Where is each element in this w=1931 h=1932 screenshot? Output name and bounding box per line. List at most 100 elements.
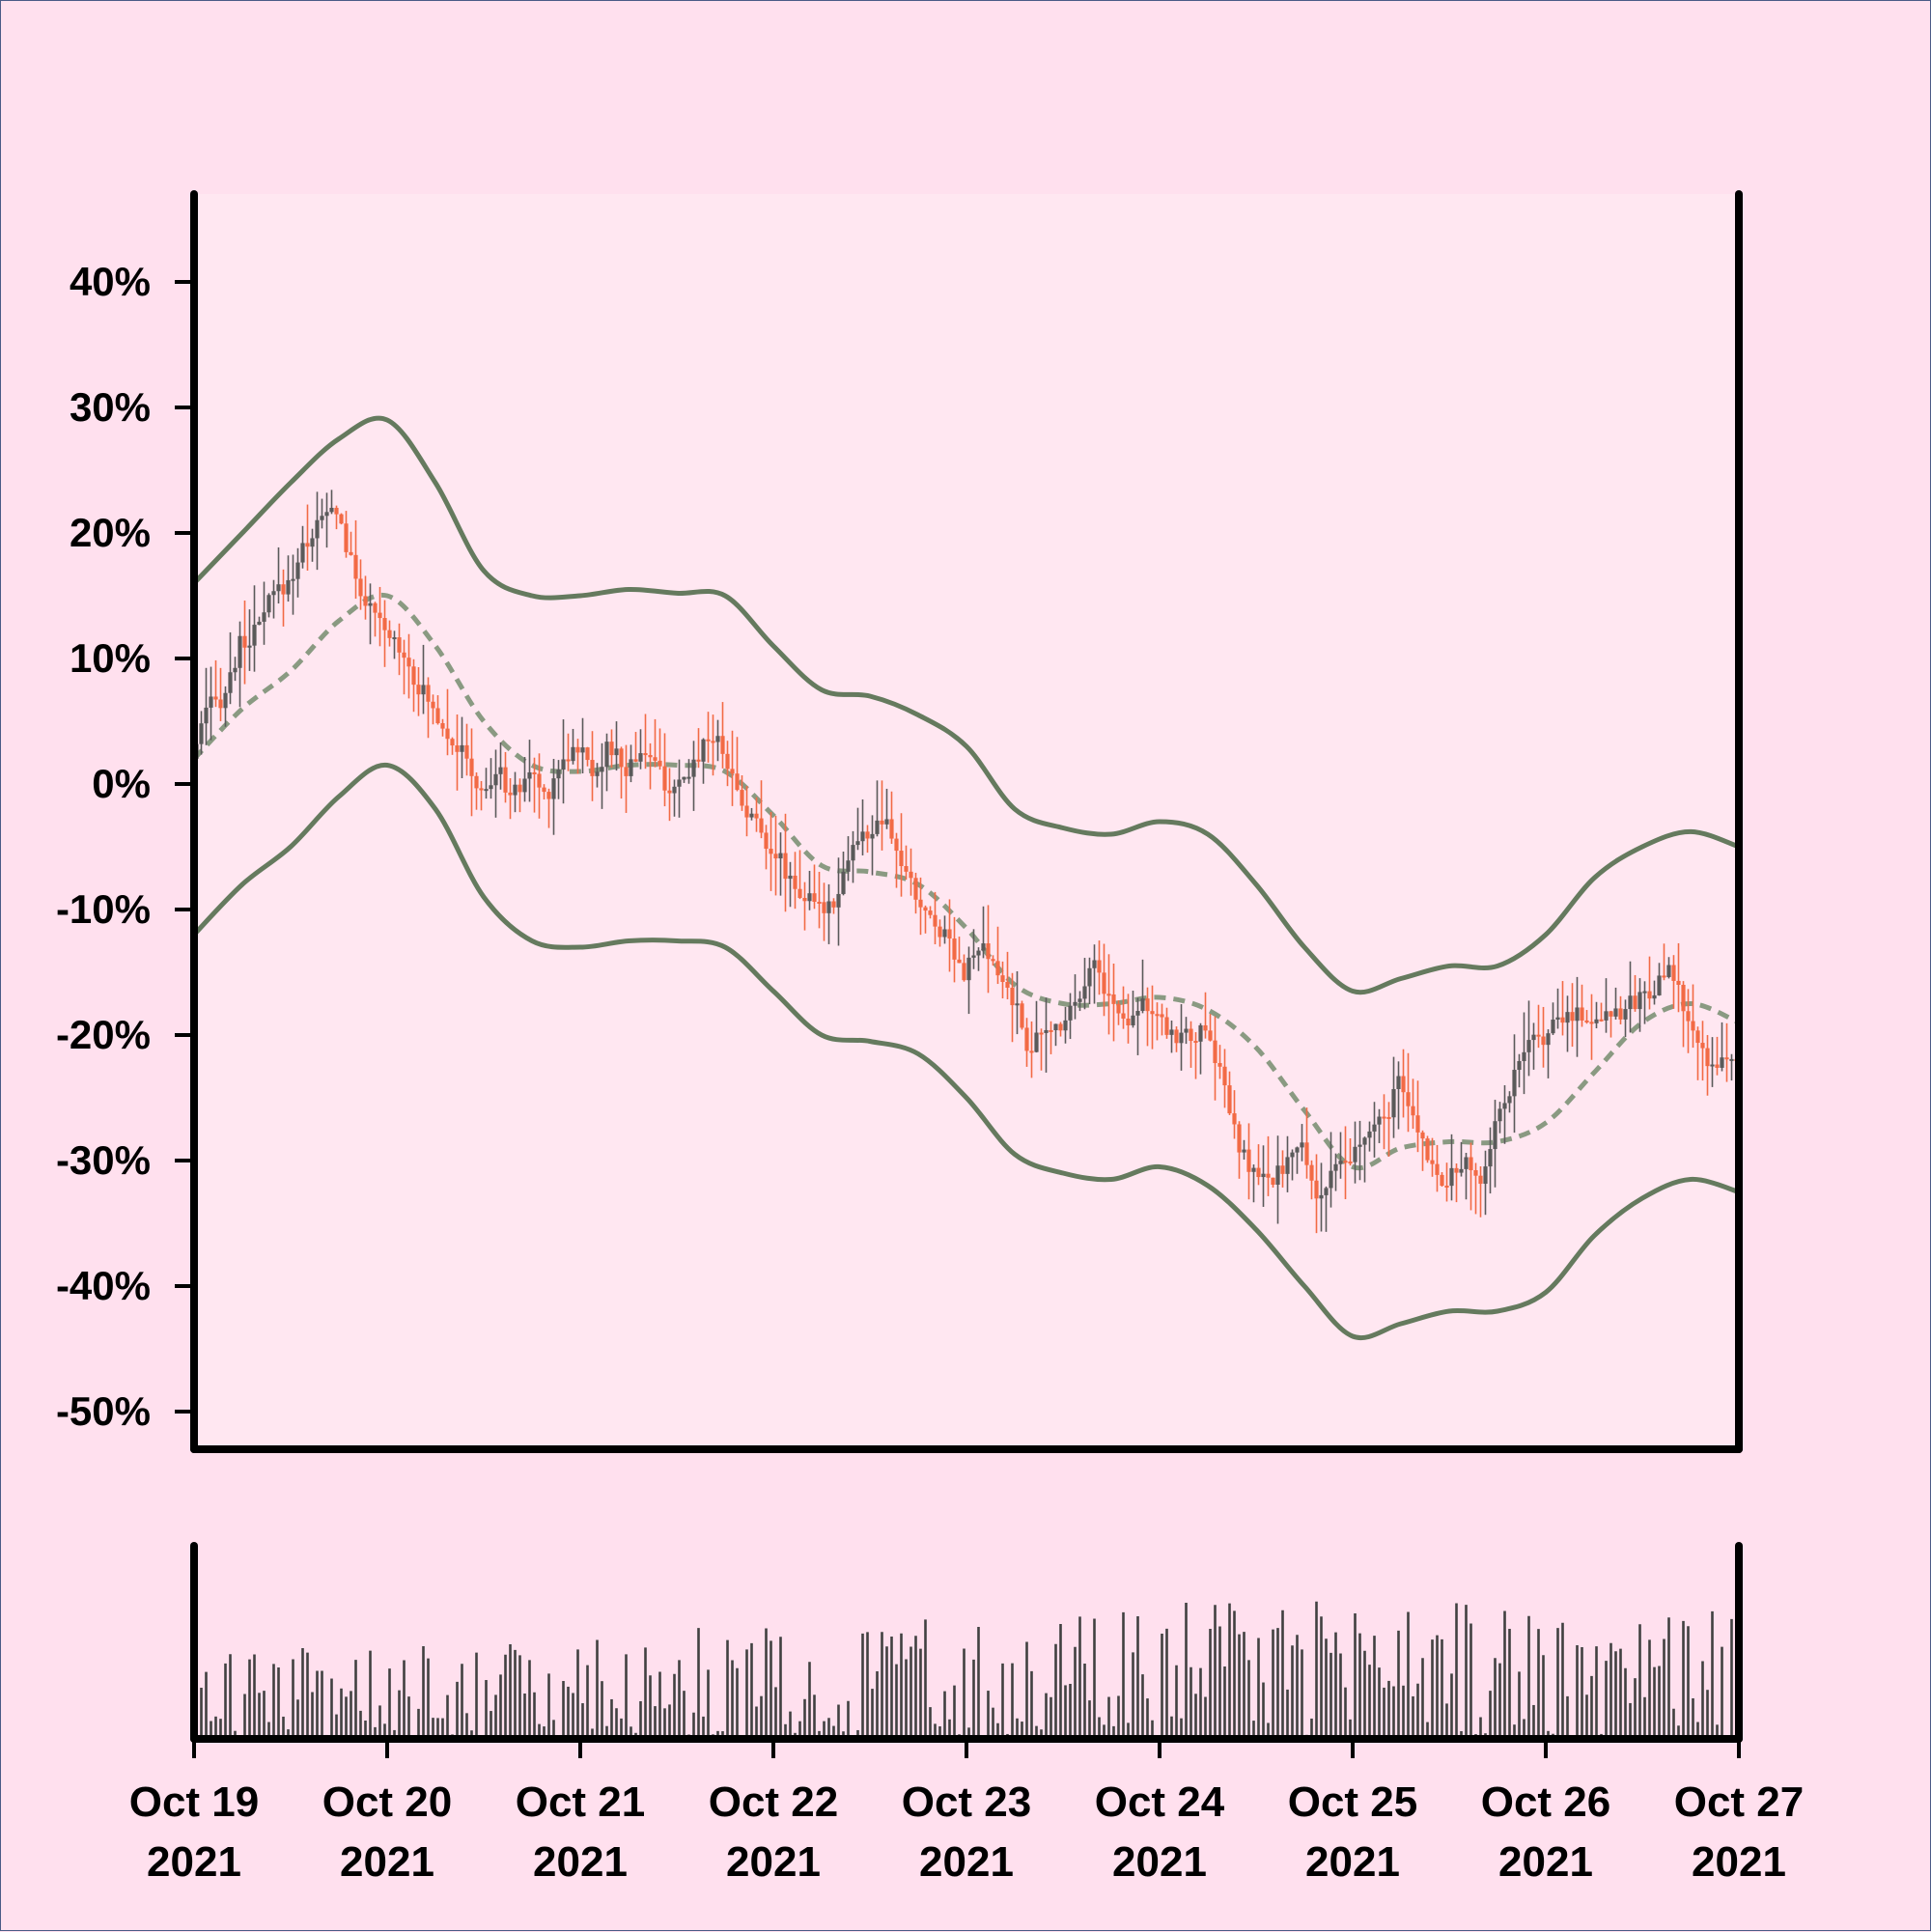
candlestick: [909, 848, 913, 896]
candle-body: [619, 748, 624, 768]
bollinger-lower-band: [192, 762, 1740, 1340]
candle-body: [1271, 1177, 1275, 1186]
candlestick: [933, 891, 938, 945]
candlestick: [696, 728, 701, 769]
candle-body: [242, 635, 247, 648]
x-tick-label-date: Oct 19: [129, 1778, 260, 1826]
candlestick: [1208, 1014, 1213, 1042]
candlestick: [1594, 1001, 1599, 1029]
candlestick: [1391, 1056, 1396, 1138]
bollinger-upper-band: [192, 415, 1740, 995]
candle-body: [1710, 1064, 1715, 1067]
candlestick: [629, 744, 633, 783]
candlestick: [1584, 1010, 1589, 1024]
candlestick: [1237, 1121, 1242, 1179]
candle-body: [1227, 1085, 1232, 1114]
candlestick: [1082, 958, 1087, 1010]
candle-body: [1106, 994, 1111, 996]
candle-body: [1242, 1149, 1246, 1153]
candle-body: [353, 554, 358, 579]
candlestick: [1671, 955, 1676, 1009]
candle-body: [966, 957, 971, 981]
candle-body: [266, 595, 271, 613]
candlestick: [860, 798, 865, 855]
candlestick: [899, 813, 904, 897]
candle-body: [682, 776, 686, 780]
candlestick: [1338, 1132, 1343, 1179]
candlestick: [1179, 1004, 1184, 1071]
candle-body: [894, 838, 899, 852]
candle-body: [1333, 1163, 1338, 1171]
candlestick: [1271, 1177, 1275, 1189]
candle-body: [773, 854, 778, 859]
candle-body: [749, 813, 754, 818]
candlestick: [1324, 1186, 1329, 1232]
candlestick: [1010, 972, 1015, 1043]
candlestick: [1343, 1126, 1348, 1200]
candlestick: [1251, 1164, 1256, 1203]
candle-body: [238, 635, 242, 668]
candlestick: [1106, 954, 1111, 1035]
candle-body: [909, 871, 913, 879]
candle-body: [1705, 1048, 1710, 1067]
candlestick: [1488, 1127, 1493, 1194]
candle-body: [1695, 1030, 1700, 1044]
candlestick: [817, 871, 822, 929]
candle-body: [262, 612, 266, 622]
candlestick: [1092, 944, 1097, 1004]
candlestick: [1425, 1135, 1430, 1163]
candle-body: [1425, 1138, 1430, 1161]
candlestick: [209, 666, 213, 741]
candle-body: [1237, 1124, 1242, 1153]
candlestick: [580, 717, 585, 774]
candlestick: [715, 719, 720, 762]
candlestick: [349, 531, 353, 556]
candle-body: [1536, 1034, 1541, 1037]
candlestick: [783, 813, 788, 912]
candlestick: [450, 737, 455, 755]
candlestick: [1348, 1138, 1353, 1166]
candle-body: [1469, 1157, 1473, 1170]
candlestick: [223, 686, 228, 727]
candlestick: [841, 851, 846, 896]
candle-body: [286, 579, 291, 595]
candlestick: [440, 718, 445, 737]
candle-body: [1715, 1064, 1720, 1068]
candle-body: [1309, 1164, 1314, 1181]
candle-body: [421, 685, 426, 695]
candle-body: [392, 637, 397, 640]
candle-body: [349, 551, 353, 555]
candle-body: [508, 792, 513, 796]
candle-body: [1275, 1165, 1280, 1186]
candle-body: [793, 875, 798, 889]
candle-body: [1169, 1029, 1174, 1035]
candlestick: [1073, 974, 1077, 1020]
candle-body: [1116, 1003, 1121, 1014]
candle-body: [450, 739, 455, 746]
candle-body: [1087, 967, 1092, 987]
candle-body: [455, 745, 460, 752]
candle-body: [382, 618, 387, 630]
candlestick: [880, 780, 884, 851]
candlestick: [1140, 959, 1145, 1014]
candle-body: [1329, 1170, 1333, 1189]
candlestick: [1135, 997, 1140, 1055]
candlestick: [1502, 1085, 1507, 1144]
candle-body: [1029, 1050, 1034, 1053]
candle-body: [1589, 1022, 1594, 1024]
candlestick: [281, 569, 286, 627]
candle-body: [648, 755, 653, 758]
candlestick: [1222, 1049, 1227, 1108]
candle-body: [1217, 1063, 1222, 1067]
candlestick: [363, 575, 368, 620]
candlestick: [600, 742, 604, 809]
candlestick: [1367, 1121, 1372, 1152]
candlestick: [1102, 943, 1106, 1017]
candle-body: [1304, 1142, 1309, 1165]
candle-body: [1507, 1096, 1512, 1104]
candlestick: [300, 525, 305, 569]
candlestick: [1227, 1071, 1232, 1115]
candlestick: [1049, 1021, 1053, 1054]
candlestick: [1575, 976, 1580, 1057]
candle-body: [1034, 1032, 1039, 1052]
